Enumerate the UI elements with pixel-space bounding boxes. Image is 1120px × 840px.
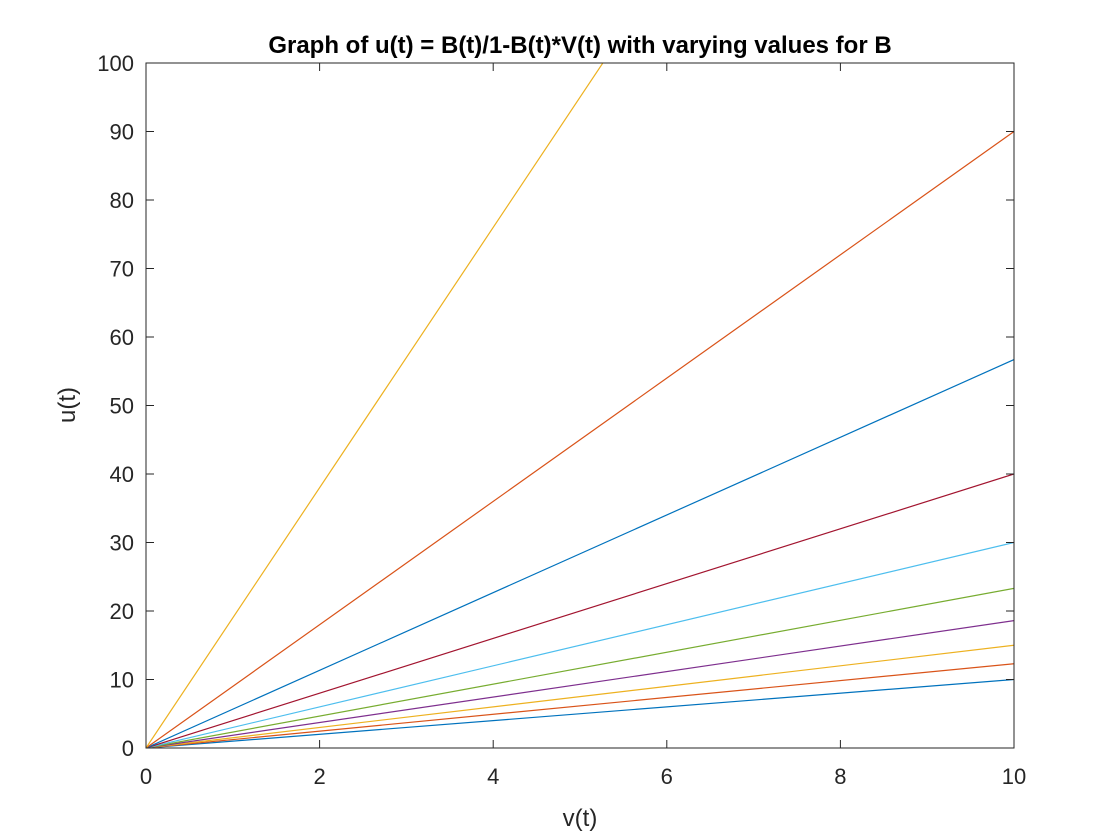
- y-tick-label-9: 90: [110, 120, 134, 145]
- series-line-9: [146, 131, 1014, 748]
- series-layer: [146, 63, 1014, 748]
- y-tick-label-5: 50: [110, 394, 134, 419]
- y-tick-label-4: 40: [110, 462, 134, 487]
- y-tick-label-0: 0: [122, 736, 134, 761]
- x-tick-label-5: 10: [1002, 764, 1026, 789]
- y-tick-label-7: 70: [110, 257, 134, 282]
- series-line-10: [146, 63, 604, 748]
- x-tick-label-4: 8: [834, 764, 846, 789]
- series-line-3: [146, 644, 1014, 748]
- x-tick-label-3: 6: [661, 764, 673, 789]
- series-line-8: [146, 359, 1014, 748]
- chart-title: Graph of u(t) = B(t)/1-B(t)*V(t) with va…: [268, 32, 891, 59]
- y-tick-label-6: 60: [110, 325, 134, 350]
- y-tick-label-10: 100: [97, 51, 134, 76]
- plot-frame: [145, 62, 1015, 749]
- x-axis-label: v(t): [563, 805, 598, 832]
- series-line-7: [146, 473, 1014, 748]
- x-tick-label-2: 4: [487, 764, 499, 789]
- series-line-2: [146, 663, 1014, 748]
- x-tick-label-0: 0: [140, 764, 152, 789]
- series-line-6: [146, 541, 1014, 748]
- series-line-4: [146, 619, 1014, 748]
- y-tick-label-3: 30: [110, 531, 134, 556]
- series-line-5: [146, 587, 1014, 748]
- y-tick-label-2: 20: [110, 599, 134, 624]
- y-tick-label-8: 80: [110, 188, 134, 213]
- plot-area: [146, 63, 1014, 748]
- x-tick-label-1: 2: [313, 764, 325, 789]
- series-line-1: [146, 678, 1014, 748]
- y-tick-label-1: 10: [110, 668, 134, 693]
- y-axis-label: u(t): [54, 387, 81, 423]
